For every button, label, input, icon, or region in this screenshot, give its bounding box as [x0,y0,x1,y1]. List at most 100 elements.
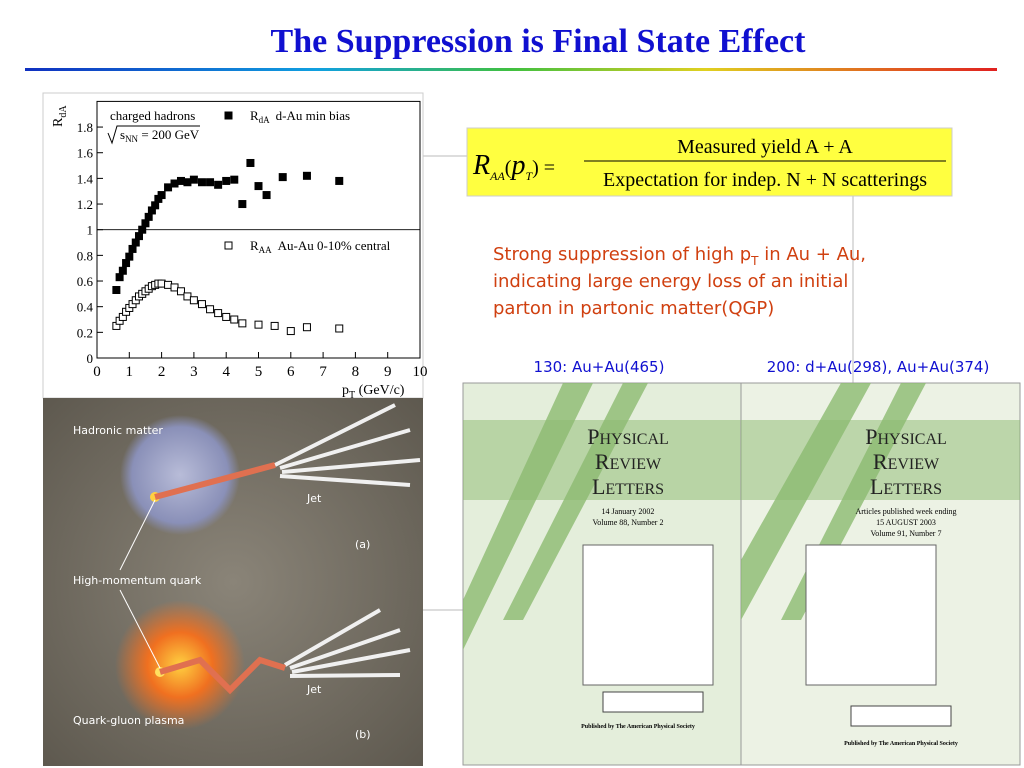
cover-line: Articles published week ending [855,507,956,516]
data-point [189,175,198,184]
legend-name: Au-Au 0-10% central [278,238,391,253]
axis-label-unit: (GeV/c) [355,383,405,398]
connectors [423,155,854,611]
legend-marker [224,111,233,120]
journal-name: LETTERS [870,474,942,499]
chart: 0 1 2 3 4 5 6 7 8 9 10 0 0.2 0.4 0.6 0.8 1 1.2 1.4 1.6 1.8 Rd… [51,100,428,401]
data-point [335,324,344,333]
cover-caption: 130: Au+Au(465) [534,358,665,376]
data-point [157,279,166,288]
data-point [189,296,198,305]
journal-rest: HYSICAL [599,431,668,448]
data-point [302,171,311,180]
cover-figure [582,544,714,686]
legend-sub: dA [259,115,271,125]
data-point [183,178,192,187]
data-point [206,305,215,314]
axis-label-sub: T [349,390,355,401]
data-point [157,191,166,200]
x-tick-label: 2 [158,364,166,380]
formula-part: RAA(pT) = [472,150,555,183]
legend-entry: RdA d-Au min bias [250,108,350,125]
jet-illustration: Hadronic matter Jet (a) High-momentum qu… [43,398,423,766]
journal-name: PHYSICAL [865,424,947,449]
y-tick-label: 1.8 [77,120,93,135]
x-tick-label: 1 [126,364,134,380]
x-tick-label: 6 [287,364,295,380]
data-point [170,179,179,188]
data-point [164,280,173,289]
title-rule [25,68,997,71]
y-tick-label: 1.2 [77,197,93,212]
data-point [164,183,173,192]
cover-footer: Published by The American Physical Socie… [581,724,695,730]
data-point [176,176,185,185]
label: Jet [306,492,322,505]
data-point [286,327,295,336]
legend-marker [224,241,233,250]
cover-caption: 200: d+Au(298), Au+Au(374) [767,358,990,376]
legend-symbol: R [250,238,259,253]
statement: Strong suppression of high pT in Au + Au… [493,244,866,319]
data-point [246,158,255,167]
y-tick-label: 0.6 [77,274,94,289]
journal-initial: R [873,449,888,474]
data-point [278,173,287,182]
label: (b) [355,728,371,741]
journal-initial: L [592,474,605,499]
data-point [197,178,206,187]
data-point [238,319,247,328]
data-point [112,286,121,295]
journal-rest: ETTERS [605,481,664,498]
data-point [222,312,231,321]
x-tick-label: 3 [190,364,198,380]
chart-panel [42,92,424,399]
data-point [197,300,206,309]
y-tick-label: 0.4 [77,300,94,315]
journal-name: REVIEW [873,449,940,474]
cover-notice [850,705,952,727]
data-point [176,287,185,296]
sqrt-sign [107,125,200,145]
journal-initial: R [595,449,610,474]
data-point [335,176,344,185]
note: sNN = 200 GeV [120,127,200,144]
note-part: s [120,127,125,142]
denominator: Expectation for indep. N + N scatterings [603,169,927,191]
cover-footer: Published by The American Physical Socie… [844,741,958,747]
x-tick-label: 9 [384,364,392,380]
data-point [270,321,279,330]
journal-name: REVIEW [595,449,662,474]
journal-initial: L [870,474,883,499]
label: Hadronic matter [73,424,163,437]
data-point [254,320,263,329]
x-tick-label: 8 [352,364,360,380]
axis-label-sub: dA [58,105,69,118]
statement-line: indicating large energy loss of an initi… [493,271,848,292]
journal-name: PHYSICAL [587,424,669,449]
journal-initial: P [865,424,877,449]
label: Jet [306,683,322,696]
label: High-momentum quark [73,574,202,587]
x-tick-label: 7 [319,364,327,380]
y-tick-label: 0.8 [77,248,93,263]
data-point [183,292,192,301]
journal-rest: EVIEW [610,456,662,473]
cover-line: 14 January 2002 [602,507,655,516]
data-point [230,175,239,184]
y-tick-label: 0 [87,351,94,366]
numerator: Measured yield A + A [677,136,853,158]
cover-line: Volume 91, Number 7 [871,529,942,538]
cover-notice [602,691,704,713]
y-tick-label: 1.6 [77,146,94,161]
y-axis-label: RdA [51,105,69,127]
data-point [214,309,223,318]
data-point [125,252,134,261]
data-point [118,266,127,275]
data-point [222,176,231,185]
x-tick-label: 5 [255,364,263,380]
y-tick-label: 1.4 [77,171,94,186]
formula-box [466,127,953,197]
